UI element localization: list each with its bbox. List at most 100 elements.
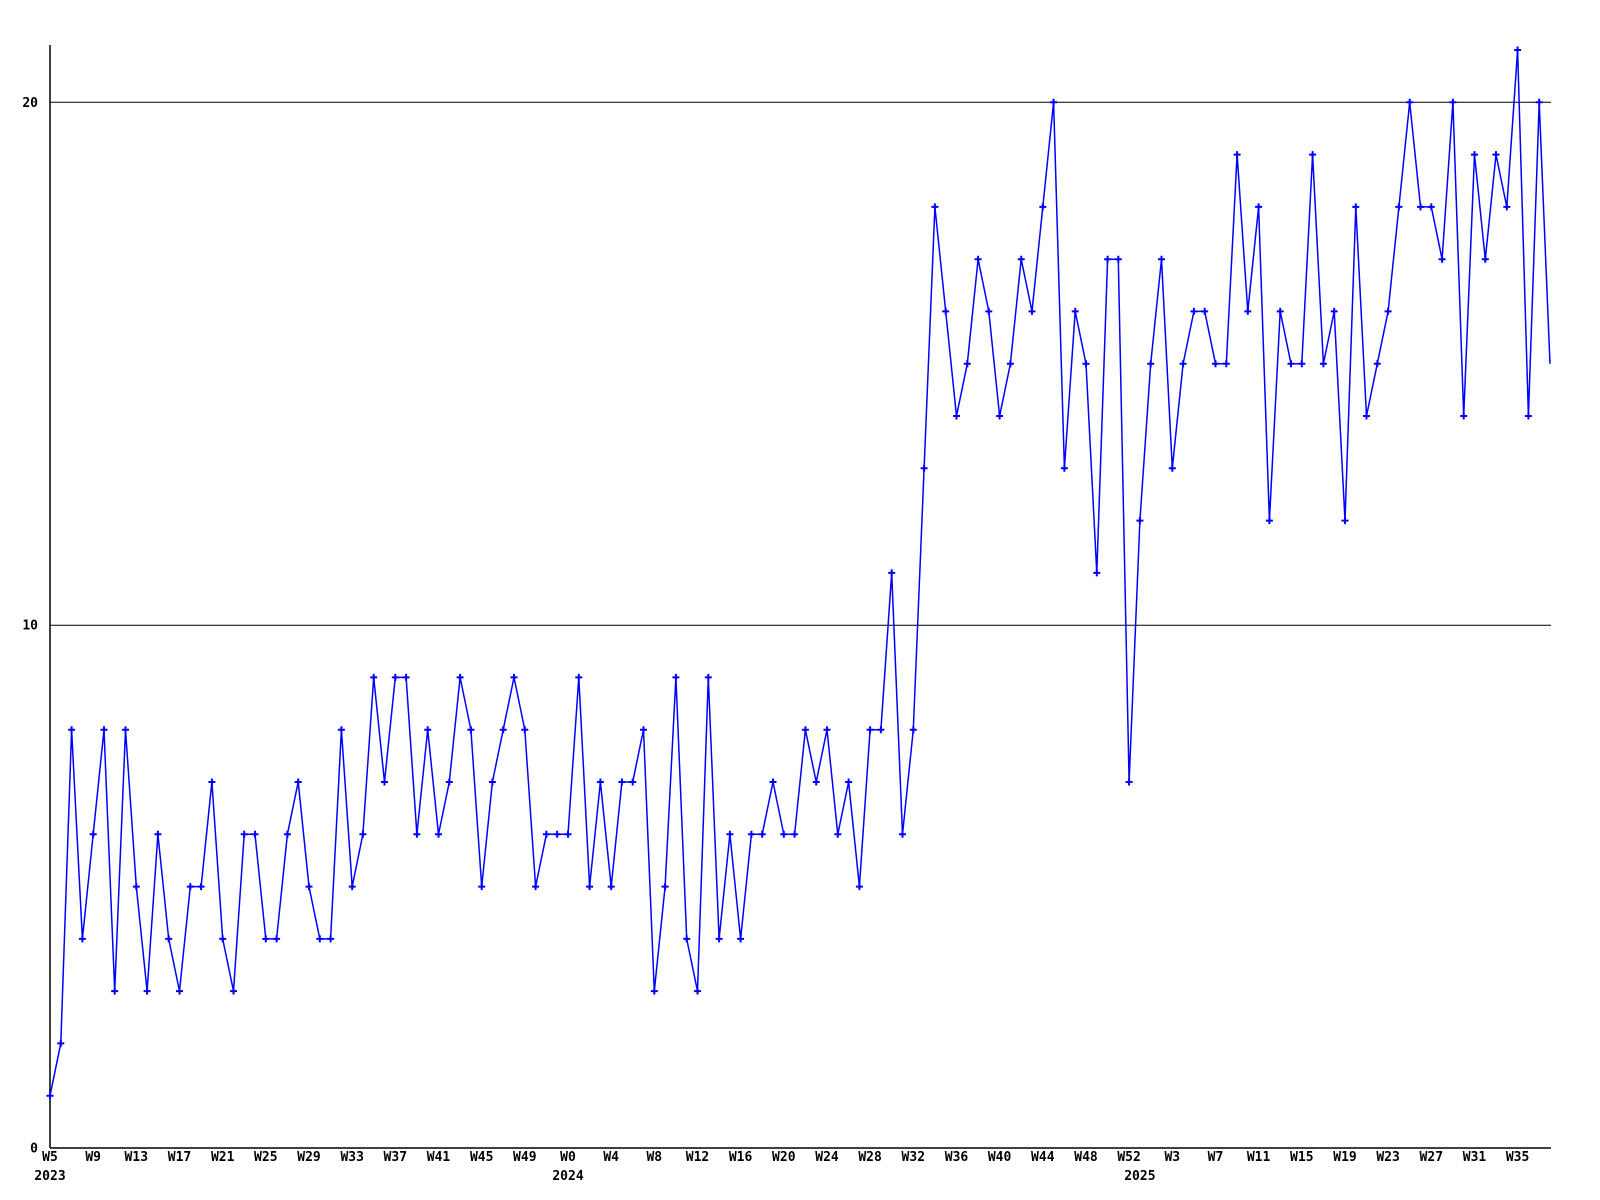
data-point-marker: [780, 830, 788, 838]
data-point-marker: [456, 673, 464, 681]
x-tick-label: W21: [211, 1150, 235, 1165]
data-point-marker: [726, 830, 734, 838]
data-point-marker: [1201, 307, 1209, 315]
data-point-marker: [251, 830, 259, 838]
data-point-marker: [866, 726, 874, 734]
data-point-marker: [316, 935, 324, 943]
data-point-marker: [381, 778, 388, 786]
year-label: 2023: [34, 1169, 65, 1184]
data-point-marker: [165, 935, 173, 943]
data-point-marker: [1104, 255, 1112, 263]
data-point-marker: [812, 778, 820, 786]
data-point-marker: [1514, 46, 1522, 54]
data-point-marker: [1298, 360, 1306, 368]
x-tick-label: W40: [988, 1150, 1012, 1165]
data-point-marker: [1492, 151, 1500, 159]
data-point-marker: [1179, 360, 1187, 368]
x-tick-label: W33: [340, 1150, 363, 1165]
data-point-marker: [1158, 255, 1165, 263]
data-point-marker: [1222, 360, 1230, 368]
data-point-marker: [1050, 98, 1058, 106]
x-tick-label: W12: [686, 1150, 709, 1165]
data-point-marker: [413, 830, 421, 838]
x-tick-label: W32: [902, 1150, 925, 1165]
data-point-marker: [650, 987, 658, 995]
data-point-marker: [575, 673, 583, 681]
x-tick-label: W25: [254, 1150, 277, 1165]
data-point-marker: [445, 778, 453, 786]
data-point-marker: [1233, 151, 1241, 159]
data-point-marker: [1190, 307, 1198, 315]
data-point-marker: [1319, 360, 1327, 368]
data-point-marker: [1438, 255, 1446, 263]
x-tick-label: W41: [427, 1150, 451, 1165]
data-point-marker: [1384, 307, 1392, 315]
data-point-marker: [1136, 517, 1144, 525]
data-point-marker: [640, 726, 647, 734]
x-tick-label: W44: [1031, 1150, 1055, 1165]
y-tick-label: 20: [22, 96, 38, 111]
data-point-marker: [424, 726, 432, 734]
data-point-marker: [607, 883, 615, 891]
data-point-marker: [1244, 307, 1252, 315]
data-point-marker: [370, 673, 378, 681]
x-tick-label: W13: [125, 1150, 148, 1165]
data-point-marker: [1287, 360, 1295, 368]
data-point-marker: [629, 778, 637, 786]
data-point-marker: [909, 726, 917, 734]
data-point-marker: [132, 883, 140, 891]
data-point-marker: [78, 935, 86, 943]
data-point-marker: [963, 360, 971, 368]
data-point-marker: [953, 412, 960, 420]
x-tick-label: W31: [1463, 1150, 1487, 1165]
data-point-marker: [1535, 98, 1543, 106]
data-point-marker: [1341, 517, 1349, 525]
data-point-marker: [1352, 203, 1360, 211]
data-point-marker: [1406, 98, 1414, 106]
data-point-marker: [467, 726, 475, 734]
data-point-marker: [1125, 778, 1133, 786]
data-point-marker: [715, 935, 723, 943]
data-point-marker: [1212, 360, 1219, 368]
data-point-marker: [834, 830, 842, 838]
data-point-marker: [262, 935, 270, 943]
x-tick-label: W24: [815, 1150, 839, 1165]
data-point-marker: [1460, 412, 1468, 420]
data-point-marker: [683, 935, 691, 943]
data-point-marker: [899, 830, 906, 838]
x-tick-label: W20: [772, 1150, 796, 1165]
data-point-marker: [478, 883, 486, 891]
year-label: 2024: [552, 1169, 583, 1184]
data-point-marker: [1017, 255, 1025, 263]
data-point-marker: [1114, 255, 1122, 263]
data-point-marker: [1427, 203, 1435, 211]
x-tick-label: W15: [1290, 1150, 1313, 1165]
data-point-marker: [499, 726, 507, 734]
data-point-marker: [111, 987, 119, 995]
data-point-marker: [273, 935, 281, 943]
data-point-marker: [586, 883, 594, 891]
data-point-marker: [208, 778, 216, 786]
data-point-marker: [68, 726, 76, 734]
data-point-marker: [1147, 360, 1155, 368]
x-tick-label: W19: [1333, 1150, 1356, 1165]
data-point-marker: [1449, 98, 1457, 106]
data-point-marker: [337, 726, 345, 734]
x-tick-label: W27: [1420, 1150, 1443, 1165]
data-point-marker: [694, 987, 701, 995]
data-point-marker: [1028, 307, 1036, 315]
x-tick-label: W37: [384, 1150, 407, 1165]
x-tick-label: W7: [1208, 1150, 1224, 1165]
data-point-marker: [1524, 412, 1532, 420]
data-point-marker: [348, 883, 356, 891]
x-tick-label: W49: [513, 1150, 536, 1165]
data-point-marker: [532, 883, 540, 891]
data-point-marker: [435, 830, 442, 838]
data-point-marker: [931, 203, 939, 211]
year-label: 2025: [1124, 1169, 1155, 1184]
data-point-marker: [877, 726, 885, 734]
data-point-marker: [327, 935, 335, 943]
data-point-marker: [888, 569, 896, 577]
data-point-marker: [186, 883, 194, 891]
data-point-marker: [845, 778, 853, 786]
